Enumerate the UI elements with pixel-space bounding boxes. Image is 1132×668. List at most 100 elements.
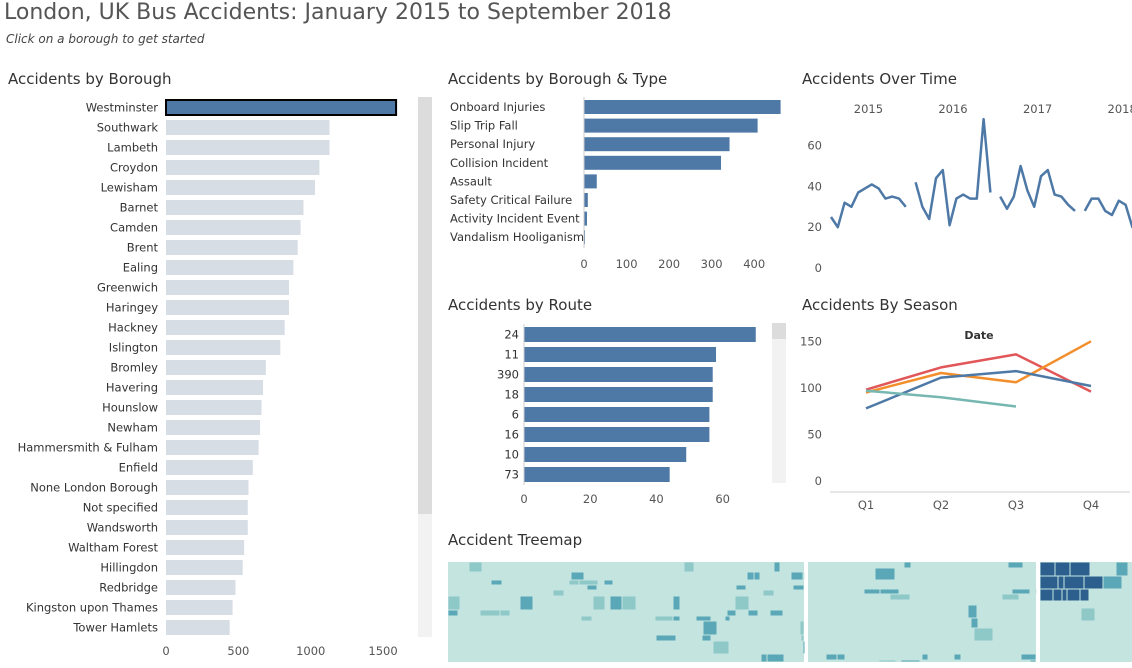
- treemap-cell[interactable]: [972, 589, 992, 594]
- treemap-cell[interactable]: [959, 628, 974, 641]
- treemap-cell[interactable]: [638, 641, 644, 654]
- treemap-cell[interactable]: [618, 590, 625, 596]
- treemap-cell[interactable]: [1108, 589, 1124, 601]
- treemap-cell[interactable]: [926, 594, 934, 600]
- treemap-cell[interactable]: [653, 596, 673, 610]
- treemap-cell[interactable]: [724, 572, 739, 580]
- treemap-cell[interactable]: [965, 618, 971, 628]
- treemap-cell[interactable]: [830, 594, 846, 600]
- treemap-cell[interactable]: [983, 568, 990, 580]
- treemap-cell[interactable]: [479, 596, 487, 610]
- treemap-cell[interactable]: [1079, 652, 1087, 662]
- treemap-cell[interactable]: [590, 641, 601, 654]
- treemap-cell[interactable]: [990, 568, 1006, 580]
- treemap-cell[interactable]: [464, 635, 470, 641]
- treemap-cell[interactable]: [680, 616, 696, 621]
- treemap-cell[interactable]: [629, 635, 640, 641]
- treemap-cell[interactable]: [721, 610, 727, 616]
- treemap-cell[interactable]: [673, 596, 680, 610]
- treemap-cell[interactable]: [874, 641, 893, 654]
- borough-bar[interactable]: [166, 180, 316, 195]
- treemap-cell[interactable]: [813, 589, 830, 594]
- treemap-cell[interactable]: [736, 610, 748, 616]
- treemap-cell[interactable]: [767, 616, 772, 621]
- treemap-cell[interactable]: [1024, 605, 1029, 618]
- treemap-cell[interactable]: [1103, 576, 1122, 589]
- treemap-cell[interactable]: [906, 628, 922, 641]
- treemap-cell[interactable]: [951, 628, 959, 641]
- treemap-cell[interactable]: [1120, 608, 1132, 621]
- treemap-cell[interactable]: [830, 618, 846, 628]
- treemap-cell[interactable]: [761, 654, 767, 662]
- treemap-cell[interactable]: [814, 580, 833, 589]
- borough-bar[interactable]: [166, 500, 248, 515]
- treemap-cell[interactable]: [661, 621, 670, 635]
- treemap-cell[interactable]: [1005, 654, 1021, 660]
- treemap-cell[interactable]: [916, 605, 921, 618]
- treemap-cell[interactable]: [480, 654, 489, 662]
- treemap-cell[interactable]: [515, 616, 533, 621]
- treemap-cell[interactable]: [872, 660, 879, 662]
- treemap-cell[interactable]: [864, 589, 880, 594]
- treemap-cell[interactable]: [496, 616, 515, 621]
- treemap-cell[interactable]: [554, 580, 569, 585]
- treemap-cell[interactable]: [985, 641, 990, 654]
- treemap-cell[interactable]: [752, 621, 759, 635]
- treemap-cell[interactable]: [448, 596, 460, 610]
- treemap-cell[interactable]: [460, 572, 472, 580]
- treemap-cell[interactable]: [1080, 634, 1090, 642]
- treemap-cell[interactable]: [808, 600, 826, 605]
- treemap-cell[interactable]: [979, 594, 984, 600]
- treemap-cell[interactable]: [556, 641, 565, 654]
- treemap-cell[interactable]: [483, 585, 500, 590]
- treemap-cell[interactable]: [960, 568, 978, 580]
- treemap-cell[interactable]: [866, 618, 881, 628]
- treemap-cell[interactable]: [846, 594, 865, 600]
- treemap-cell[interactable]: [782, 585, 793, 590]
- treemap-cell[interactable]: [926, 568, 939, 580]
- borough-chart[interactable]: Westminster Southwark Lambeth Croydon Lewish…: [0, 95, 440, 668]
- treemap-cell[interactable]: [645, 572, 651, 580]
- treemap-cell[interactable]: [1029, 605, 1036, 618]
- treemap-cell[interactable]: [959, 580, 978, 589]
- treemap-cell[interactable]: [938, 628, 951, 641]
- treemap-cell[interactable]: [1023, 562, 1036, 568]
- treemap-cell[interactable]: [562, 635, 570, 641]
- treemap-cell[interactable]: [766, 635, 772, 641]
- treemap-cell[interactable]: [633, 654, 652, 662]
- treemap-cell[interactable]: [549, 585, 564, 590]
- treemap-cell[interactable]: [728, 635, 743, 641]
- borough-bar[interactable]: [166, 300, 289, 315]
- treemap-cell[interactable]: [887, 580, 901, 589]
- treemap-cell[interactable]: [593, 654, 611, 662]
- treemap-cell[interactable]: [1089, 621, 1109, 634]
- treemap-cell[interactable]: [982, 562, 1002, 568]
- treemap-cell[interactable]: [922, 654, 928, 660]
- treemap-cell[interactable]: [895, 562, 904, 568]
- treemap-cell[interactable]: [773, 572, 791, 580]
- treemap-cell[interactable]: [969, 600, 982, 605]
- treemap-cell[interactable]: [1087, 652, 1093, 662]
- treemap-cell[interactable]: [788, 616, 804, 621]
- treemap-cell[interactable]: [970, 660, 986, 662]
- treemap-cell[interactable]: [825, 641, 845, 654]
- treemap-cell[interactable]: [739, 572, 747, 580]
- treemap-cell[interactable]: [974, 628, 993, 641]
- treemap-cell[interactable]: [1035, 589, 1037, 594]
- treemap-cell[interactable]: [613, 580, 627, 585]
- treemap-cell[interactable]: [492, 641, 501, 654]
- type-bar[interactable]: [584, 118, 758, 133]
- treemap-cell[interactable]: [472, 572, 484, 580]
- treemap-cell[interactable]: [543, 562, 550, 572]
- treemap-cell[interactable]: [670, 654, 684, 662]
- treemap-cell[interactable]: [993, 628, 1010, 641]
- treemap-cell[interactable]: [531, 621, 538, 635]
- treemap-cell[interactable]: [743, 635, 749, 641]
- treemap-cell[interactable]: [533, 616, 544, 621]
- treemap-cell[interactable]: [859, 641, 874, 654]
- treemap-cell[interactable]: [1064, 576, 1084, 589]
- treemap-cell[interactable]: [547, 621, 557, 635]
- treemap-cell[interactable]: [709, 610, 721, 616]
- treemap-cell[interactable]: [1006, 568, 1022, 580]
- treemap-cell[interactable]: [859, 589, 864, 594]
